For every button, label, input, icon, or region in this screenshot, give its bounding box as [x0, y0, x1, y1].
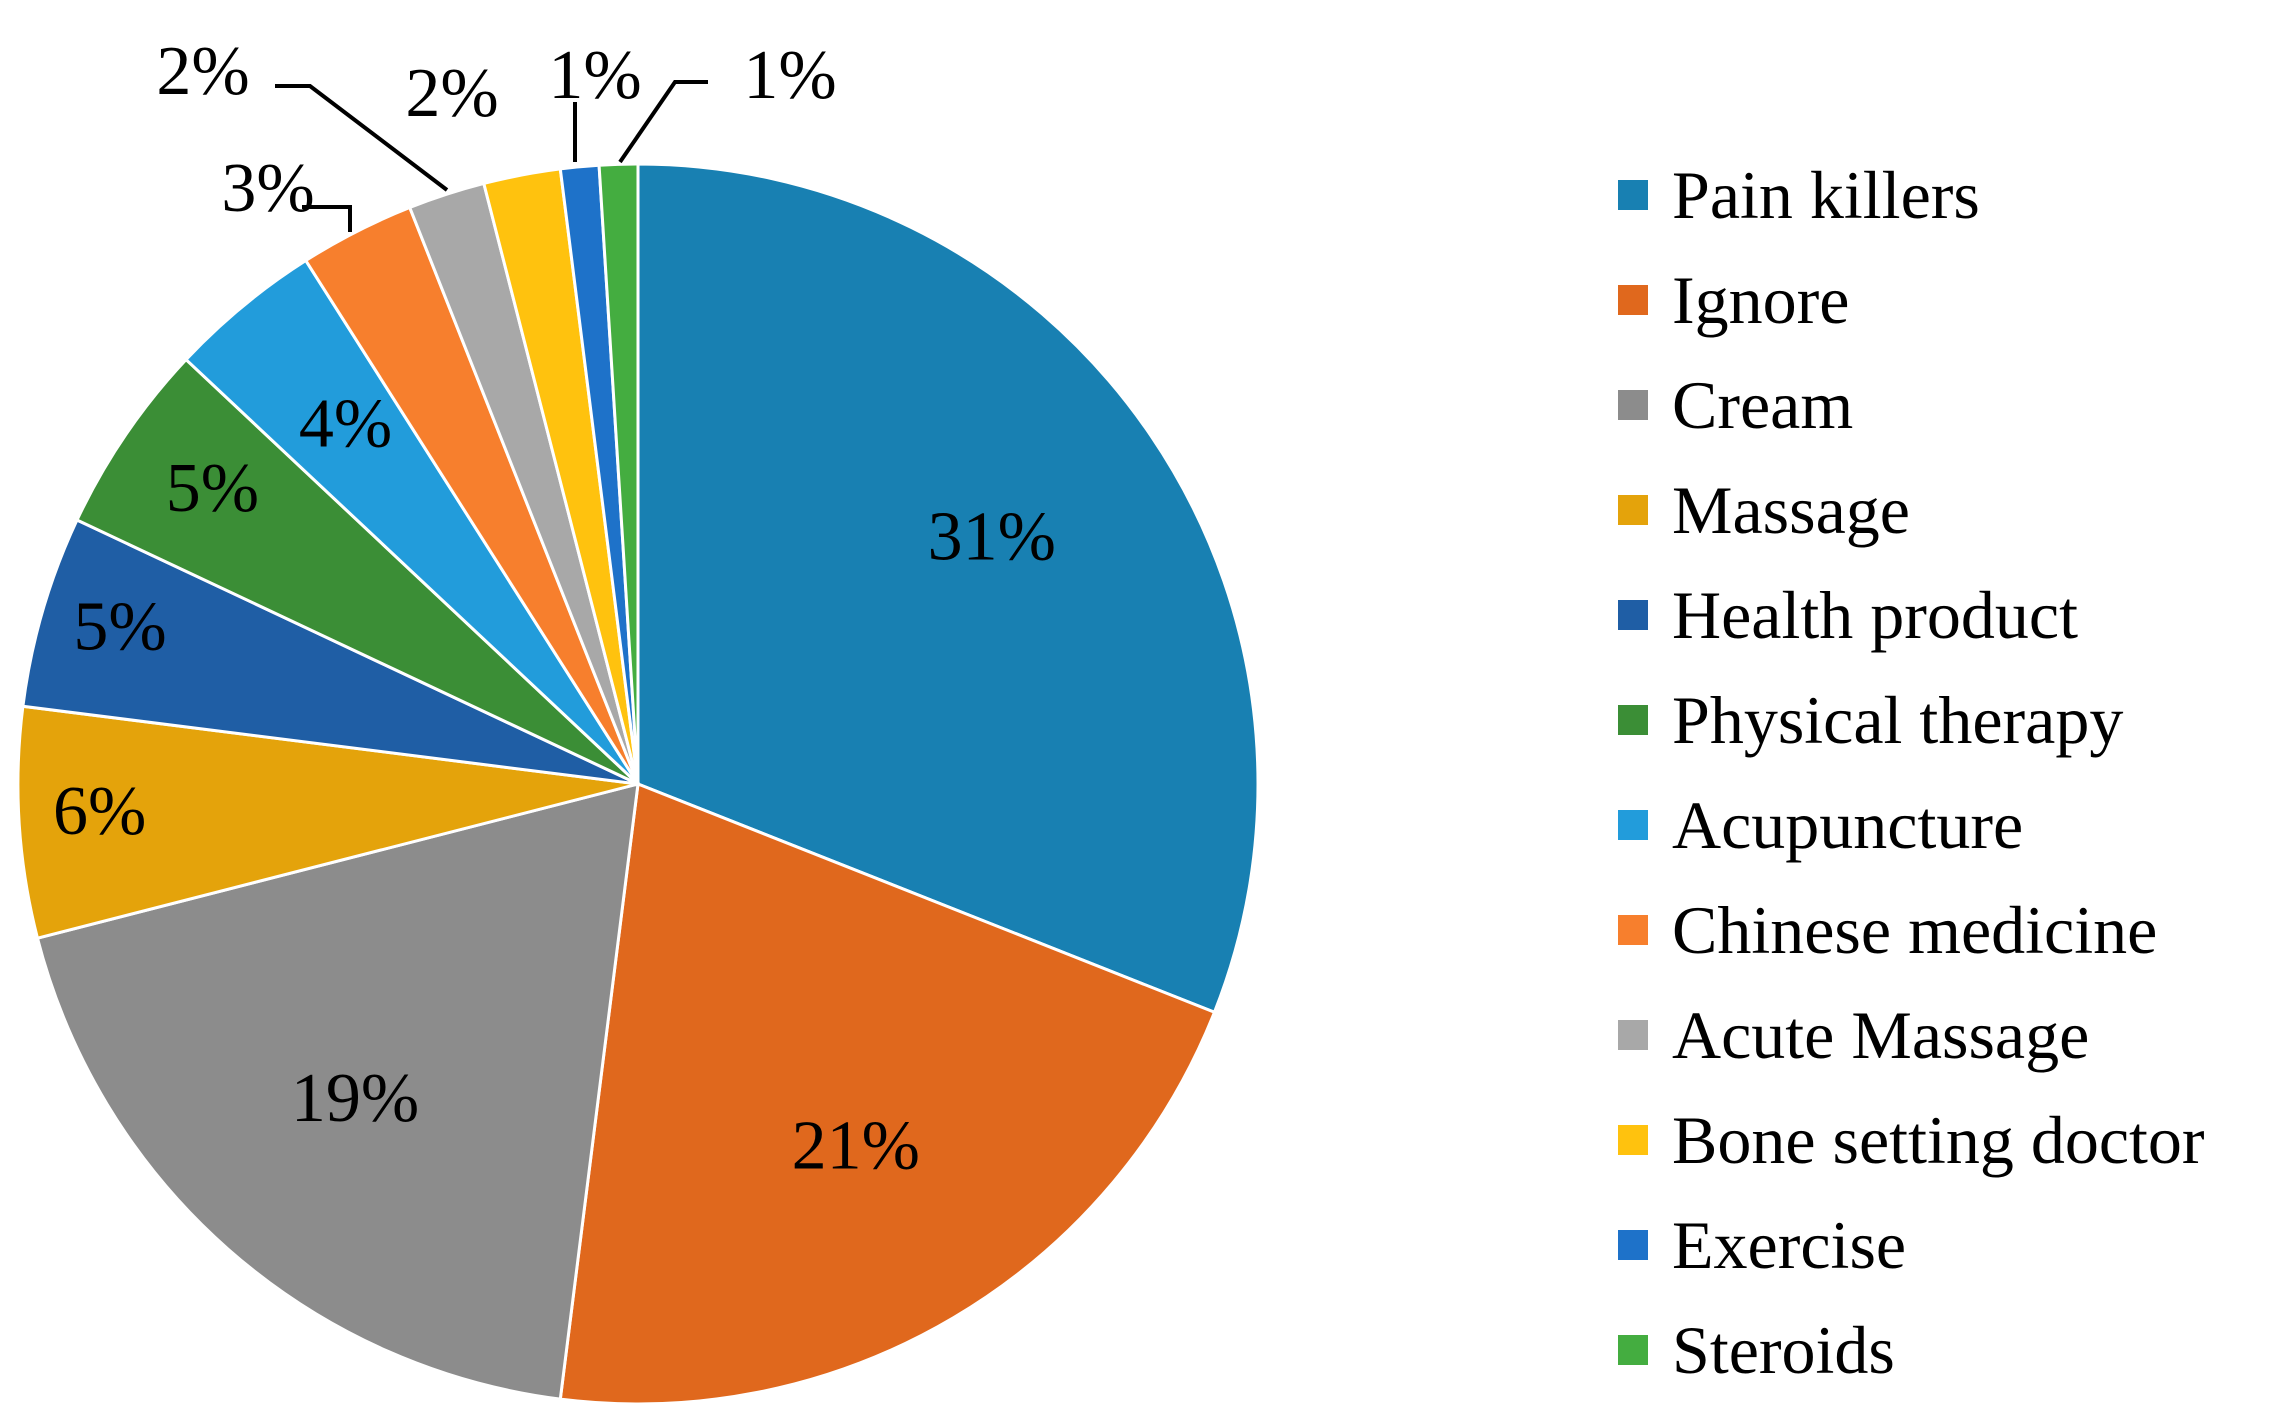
legend-label: Acute Massage	[1672, 996, 2090, 1073]
legend-item-ignore: Ignore	[1618, 247, 2205, 352]
data-label-physical-therapy: 5%	[166, 450, 259, 527]
pie-slice-steroids	[597, 162, 640, 785]
legend-item-cream: Cream	[1618, 352, 2205, 457]
legend-item-chinese-medicine: Chinese medicine	[1618, 877, 2205, 982]
leader-line-chinese-medicine	[302, 205, 352, 232]
data-label-chinese-medicine: 3%	[221, 150, 314, 227]
legend-swatch	[1618, 809, 1648, 840]
legend-swatch	[1618, 1229, 1648, 1260]
data-label-cream: 19%	[291, 1060, 419, 1137]
legend-swatch	[1618, 704, 1648, 735]
legend-swatch	[1618, 1334, 1648, 1365]
pie-slice-health-product	[21, 518, 639, 786]
data-label-exercise: 1%	[548, 37, 641, 114]
pie-slice-cream	[35, 781, 640, 1401]
chart-legend: Pain killers Ignore Cream Massage Health pro…	[1618, 142, 2205, 1402]
legend-label: Pain killers	[1672, 156, 1980, 233]
data-label-steroids: 1%	[743, 37, 836, 114]
data-label-health-product: 5%	[73, 589, 166, 666]
data-label-pain-killers: 31%	[928, 499, 1056, 576]
legend-swatch	[1618, 389, 1648, 420]
legend-item-health-product: Health product	[1618, 562, 2205, 667]
legend-label: Bone setting doctor	[1672, 1101, 2205, 1178]
legend-item-pain-killers: Pain killers	[1618, 142, 2205, 247]
pie-slice-massage	[16, 704, 639, 941]
legend-label: Cream	[1672, 366, 1854, 443]
legend-swatch	[1618, 1019, 1648, 1050]
leader-line-acute-massage	[275, 84, 449, 192]
data-label-ignore: 21%	[792, 1107, 920, 1184]
data-label-bone-setting-doctor: 2%	[405, 55, 498, 132]
legend-swatch	[1618, 1124, 1648, 1155]
legend-label: Massage	[1672, 471, 1910, 548]
legend-swatch	[1618, 599, 1648, 630]
pie-slice-physical-therapy	[75, 357, 640, 786]
legend-item-acute-massage: Acute Massage	[1618, 982, 2205, 1087]
data-label-acute-massage: 2%	[156, 33, 249, 110]
pie-slice-pain-killers	[636, 162, 1260, 1015]
legend-label: Steroids	[1672, 1311, 1895, 1388]
pie-slice-ignore	[558, 781, 1217, 1406]
data-label-acupuncture: 4%	[299, 386, 392, 463]
legend-label: Chinese medicine	[1672, 891, 2158, 968]
legend-label: Exercise	[1672, 1206, 1907, 1283]
legend-label: Acupuncture	[1672, 786, 2024, 863]
legend-label: Ignore	[1672, 261, 1850, 338]
legend-item-steroids: Steroids	[1618, 1297, 2205, 1402]
legend-item-acupuncture: Acupuncture	[1618, 772, 2205, 877]
legend-swatch	[1618, 284, 1648, 315]
legend-item-exercise: Exercise	[1618, 1192, 2205, 1297]
legend-swatch	[1618, 179, 1648, 210]
data-label-massage: 6%	[53, 773, 146, 850]
pie-data-labels: 31% 21% 19% 6% 5%5% 4% 3% 2% 2% 1% 1%	[53, 33, 1056, 1184]
legend-swatch	[1618, 494, 1648, 525]
legend-item-physical-therapy: Physical therapy	[1618, 667, 2205, 772]
leader-line-steroids	[618, 80, 708, 164]
legend-item-massage: Massage	[1618, 457, 2205, 562]
legend-swatch	[1618, 914, 1648, 945]
legend-label: Health product	[1672, 576, 2078, 653]
legend-label: Physical therapy	[1672, 681, 2124, 758]
legend-item-bone-setting-doctor: Bone setting doctor	[1618, 1087, 2205, 1192]
pie-slices	[16, 162, 1260, 1406]
